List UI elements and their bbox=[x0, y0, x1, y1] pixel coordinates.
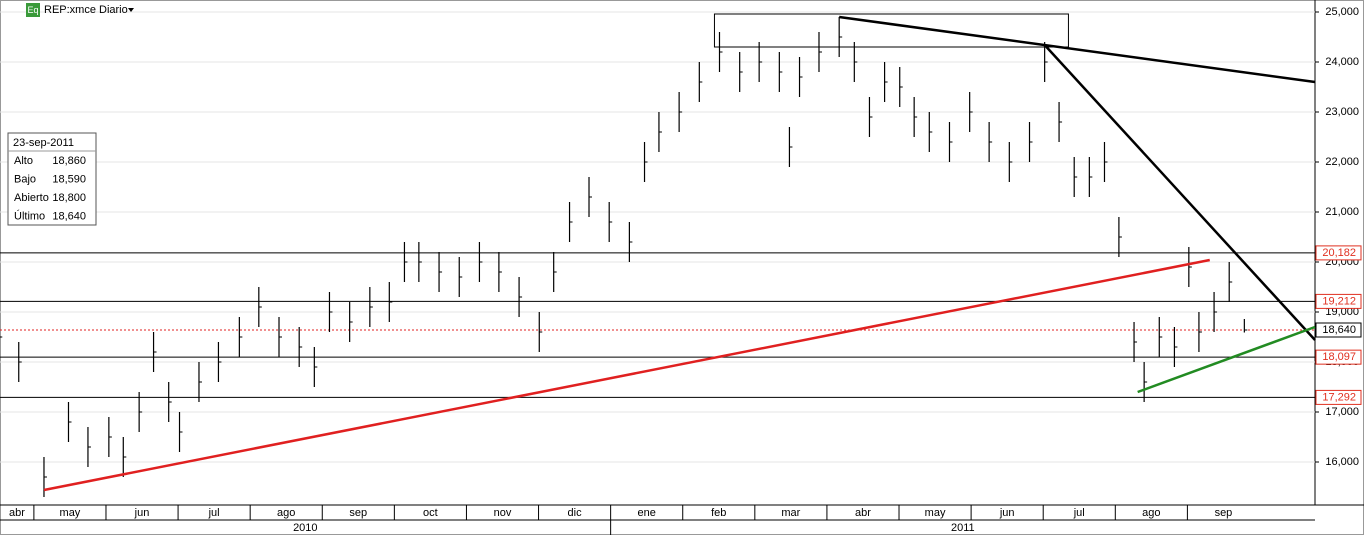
level-label-box bbox=[1315, 293, 1362, 309]
y-tick-label: 22,000 bbox=[1325, 156, 1359, 168]
level-label: 19,212 bbox=[1322, 295, 1356, 307]
year-label: 2011 bbox=[951, 522, 975, 534]
x-tick-label: feb bbox=[711, 507, 726, 519]
level-label: 18,097 bbox=[1322, 351, 1356, 363]
info-name: Último bbox=[14, 209, 45, 222]
info-name: Alto bbox=[14, 155, 33, 167]
x-tick-label: abr bbox=[855, 507, 871, 519]
badge-bg bbox=[26, 3, 40, 17]
x-tick-label: jul bbox=[208, 507, 220, 519]
x-tick-label: oct bbox=[423, 507, 438, 519]
y-tick-label: 19,000 bbox=[1325, 306, 1359, 318]
trend-line bbox=[1043, 44, 1316, 341]
x-tick-label: jun bbox=[999, 507, 1015, 519]
dropdown-arrow[interactable] bbox=[128, 8, 134, 12]
x-tick-label: mar bbox=[781, 507, 800, 519]
x-tick-label: ago bbox=[277, 507, 295, 519]
trend-line bbox=[1137, 325, 1316, 394]
x-tick-label: may bbox=[925, 507, 946, 519]
badge: Eq bbox=[27, 5, 38, 15]
info-name: Bajo bbox=[14, 173, 36, 185]
range-box bbox=[713, 13, 1069, 48]
x-tick-label: sep bbox=[1215, 507, 1233, 519]
x-tick-label: ene bbox=[638, 507, 656, 519]
info-bg bbox=[7, 132, 97, 226]
info-value: 18,590 bbox=[52, 173, 86, 185]
level-label-box bbox=[1315, 349, 1362, 365]
year-label: 2010 bbox=[293, 522, 317, 534]
y-tick-label: 16,000 bbox=[1325, 456, 1359, 468]
level-label-box bbox=[1315, 389, 1362, 405]
y-tick-label: 21,000 bbox=[1325, 206, 1359, 218]
x-tick-label: may bbox=[60, 507, 81, 519]
x-tick-label: jul bbox=[1073, 507, 1085, 519]
info-date: 23-sep-2011 bbox=[13, 137, 74, 149]
info-value: 18,800 bbox=[52, 192, 86, 204]
info-name: Abierto bbox=[14, 192, 49, 204]
x-tick-label: sep bbox=[349, 507, 367, 519]
trend-line bbox=[43, 258, 1210, 492]
x-tick-label: dic bbox=[568, 507, 583, 519]
y-tick-label: 23,000 bbox=[1325, 106, 1359, 118]
y-tick-label: 24,000 bbox=[1325, 56, 1359, 68]
y-tick-label: 25,000 bbox=[1325, 6, 1359, 18]
x-tick-label: ago bbox=[1142, 507, 1160, 519]
level-label-box bbox=[1315, 245, 1362, 261]
y-tick-label: 17,000 bbox=[1325, 406, 1359, 418]
level-label: 20,182 bbox=[1322, 247, 1356, 259]
info-value: 18,860 bbox=[52, 155, 86, 167]
x-tick-label: nov bbox=[494, 507, 512, 519]
chart-title[interactable]: REP:xmce Diario bbox=[44, 4, 128, 16]
chart-header: Eq REP:xmce Diario bbox=[26, 3, 134, 17]
level-label-box bbox=[1315, 322, 1362, 338]
x-tick-label: abr bbox=[9, 507, 25, 519]
x-tick-label: jun bbox=[134, 507, 150, 519]
level-label: 18,640 bbox=[1322, 324, 1356, 336]
trend-line bbox=[839, 15, 1316, 84]
level-label: 17,292 bbox=[1322, 391, 1356, 403]
info-value: 18,640 bbox=[52, 210, 86, 222]
